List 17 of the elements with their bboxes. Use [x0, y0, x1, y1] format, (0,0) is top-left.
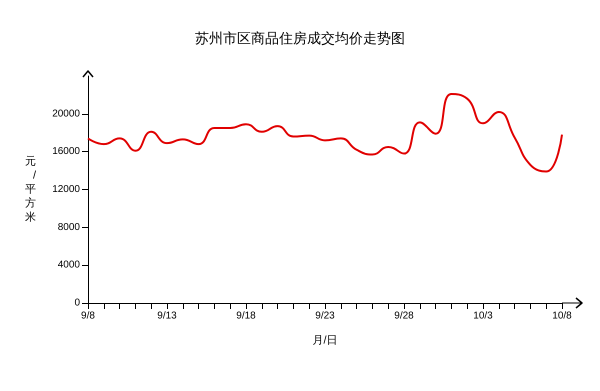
x-tick-label: 9/13	[157, 310, 178, 322]
y-tick-label: 8000	[58, 222, 80, 233]
x-tick-label: 9/18	[236, 310, 256, 322]
y-tick-label: 16000	[52, 146, 80, 158]
y-tick-label: 12000	[52, 184, 80, 195]
x-tick-label: 10/8	[552, 310, 572, 322]
y-tick-label: 0	[74, 298, 80, 308]
x-tick-label: 10/3	[473, 310, 494, 322]
y-tick-label: 4000	[58, 260, 80, 271]
chart-title: 苏州市区商品住房成交均价走势图	[195, 30, 405, 46]
y-tick-label: 20000	[52, 108, 80, 120]
line-series	[87, 92, 563, 173]
x-tick-label: 9/8	[81, 310, 96, 322]
y-axis-title: 元/平方米	[25, 156, 37, 224]
x-axis-title: 月/日	[312, 334, 338, 346]
x-tick-label: 9/23	[315, 310, 336, 322]
x-tick-label: 9/28	[394, 310, 414, 322]
